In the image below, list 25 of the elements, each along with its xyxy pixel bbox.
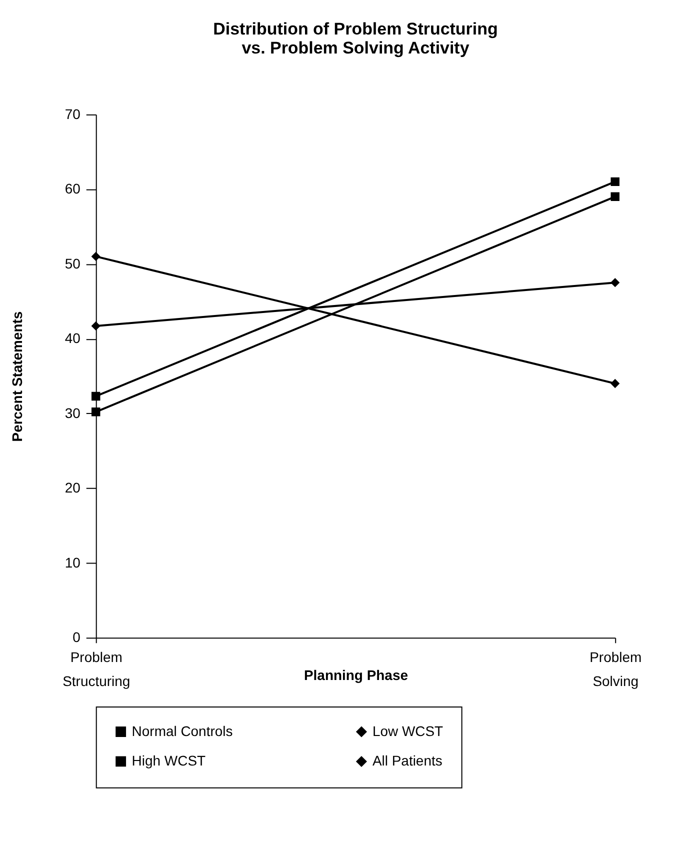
legend-label: All Patients	[372, 752, 442, 768]
point	[91, 408, 100, 416]
point	[610, 177, 620, 186]
y-tick-label: 60	[64, 180, 81, 197]
y-tick-label: 30	[64, 404, 81, 421]
legend-label: High WCST	[132, 752, 206, 768]
point	[610, 278, 620, 287]
x-axis-title: Planning Phase	[304, 667, 408, 684]
y-tick-label: 10	[64, 554, 81, 570]
y-tick-label: 40	[64, 330, 81, 346]
point	[610, 192, 620, 202]
y-axis-title: Percent Statements	[8, 311, 25, 442]
y-tick-label: 0	[72, 629, 81, 646]
y-tick-label: 70	[64, 106, 81, 122]
x-tick-label: Problem Structuring	[62, 649, 130, 690]
legend-label: Low WCST	[372, 722, 444, 739]
legend-label: Normal Controls	[132, 722, 233, 739]
point	[91, 252, 100, 261]
x-tick-label: Problem Solving	[590, 649, 642, 690]
point	[91, 322, 100, 330]
point	[91, 392, 100, 401]
point	[610, 379, 620, 388]
chart-title: Distribution of Problem Structuring vs. Problem Solving Activity	[213, 20, 498, 58]
y-tick-label: 50	[64, 255, 81, 272]
y-tick-label: 20	[64, 480, 81, 496]
